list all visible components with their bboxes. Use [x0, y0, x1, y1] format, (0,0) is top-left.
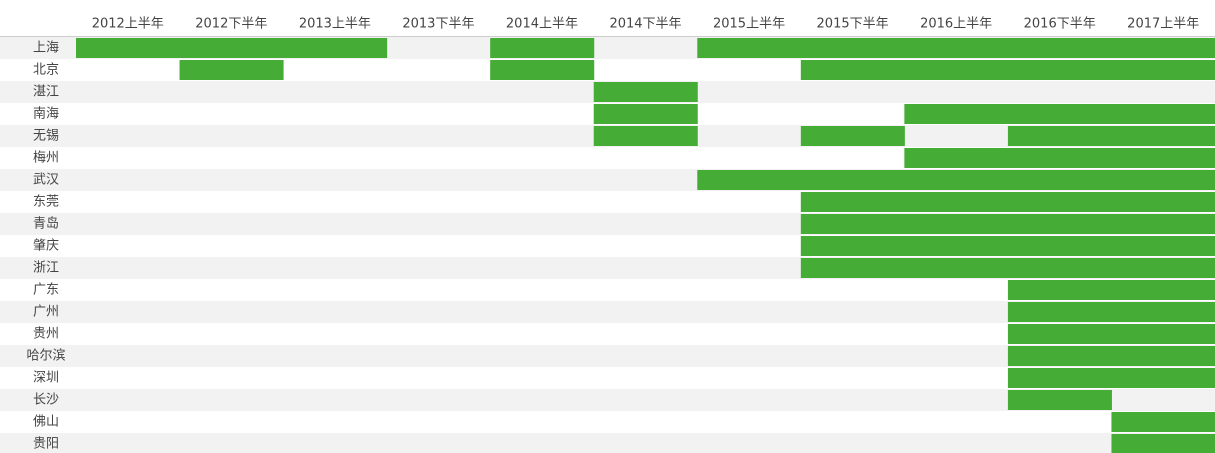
- active-cell: [904, 148, 1009, 168]
- active-cell: [697, 38, 802, 58]
- active-cell: [593, 104, 698, 124]
- row-label: 东莞: [33, 195, 59, 210]
- row-label: 湛江: [33, 85, 59, 100]
- active-cell: [1111, 148, 1215, 168]
- row-label: 广州: [33, 305, 59, 320]
- active-cell: [904, 170, 1009, 190]
- active-cell: [76, 38, 181, 58]
- active-cell: [800, 170, 905, 190]
- active-cell: [904, 192, 1009, 212]
- row-label: 梅州: [33, 151, 59, 166]
- active-cell: [1111, 368, 1215, 388]
- active-cell: [1007, 346, 1112, 366]
- active-cell: [1007, 104, 1112, 124]
- active-cell: [1111, 126, 1215, 146]
- active-cell: [1111, 280, 1215, 300]
- active-cell: [904, 60, 1009, 80]
- active-cell: [1007, 214, 1112, 234]
- active-cell: [1111, 302, 1215, 322]
- row-stripe: [0, 389, 1215, 411]
- active-cell: [697, 170, 802, 190]
- active-cell: [1007, 170, 1112, 190]
- column-header: 2012下半年: [195, 17, 267, 32]
- row-stripe: [0, 345, 1215, 367]
- row-label: 深圳: [33, 371, 59, 386]
- active-cell: [1111, 434, 1215, 453]
- active-cell: [1111, 258, 1215, 278]
- active-cell: [179, 38, 284, 58]
- active-cell: [1007, 192, 1112, 212]
- active-cell: [593, 82, 698, 102]
- column-header: 2013上半年: [299, 17, 371, 32]
- column-header: 2012上半年: [92, 17, 164, 32]
- active-cell: [1111, 192, 1215, 212]
- row-label: 贵阳: [33, 437, 59, 452]
- row-label: 贵州: [33, 327, 59, 342]
- active-cell: [1111, 170, 1215, 190]
- row-label: 南海: [33, 106, 59, 122]
- active-cell: [904, 38, 1009, 58]
- active-cell: [1007, 302, 1112, 322]
- active-cell: [800, 60, 905, 80]
- active-cell: [490, 38, 595, 58]
- active-cell: [1007, 368, 1112, 388]
- active-cell: [800, 192, 905, 212]
- active-cell: [1007, 60, 1112, 80]
- row-label: 上海: [33, 41, 59, 56]
- active-cell: [179, 60, 284, 80]
- active-cell: [800, 126, 905, 146]
- active-cell: [283, 38, 388, 58]
- active-cell: [904, 214, 1009, 234]
- active-cell: [593, 126, 698, 146]
- column-header: 2013下半年: [402, 17, 474, 32]
- row-label: 浙江: [33, 261, 59, 276]
- active-cell: [1111, 214, 1215, 234]
- column-header: 2016下半年: [1024, 17, 1096, 32]
- active-cell: [800, 214, 905, 234]
- row-label: 广东: [33, 283, 59, 298]
- active-cell: [1007, 236, 1112, 256]
- active-cell: [1007, 148, 1112, 168]
- column-header: 2015下半年: [817, 17, 889, 32]
- active-cell: [904, 236, 1009, 256]
- row-label: 佛山: [33, 415, 59, 430]
- active-cell: [1007, 280, 1112, 300]
- active-cell: [1111, 60, 1215, 80]
- column-header: 2016上半年: [920, 17, 992, 32]
- row-label: 青岛: [33, 216, 59, 232]
- active-cell: [1111, 38, 1215, 58]
- active-cell: [1111, 104, 1215, 124]
- active-cell: [1007, 324, 1112, 344]
- row-label: 北京: [33, 63, 59, 78]
- active-cell: [800, 38, 905, 58]
- row-label: 哈尔滨: [26, 348, 65, 364]
- active-cell: [490, 60, 595, 80]
- active-cell: [800, 258, 905, 278]
- row-label: 无锡: [33, 129, 59, 144]
- active-cell: [904, 258, 1009, 278]
- active-cell: [1111, 236, 1215, 256]
- active-cell: [1007, 258, 1112, 278]
- row-label: 武汉: [33, 173, 59, 188]
- active-cell: [1007, 38, 1112, 58]
- active-cell: [1111, 324, 1215, 344]
- active-cell: [1111, 346, 1215, 366]
- active-cell: [800, 236, 905, 256]
- active-cell: [904, 104, 1009, 124]
- row-stripe: [0, 433, 1215, 453]
- row-stripe: [0, 301, 1215, 323]
- active-cell: [1111, 412, 1215, 432]
- column-header: 2017上半年: [1127, 17, 1199, 32]
- column-header: 2015上半年: [713, 17, 785, 32]
- column-header: 2014上半年: [506, 17, 578, 32]
- active-cell: [1007, 390, 1112, 410]
- row-label: 长沙: [33, 393, 59, 408]
- row-label: 肇庆: [33, 239, 59, 254]
- active-cell: [1007, 126, 1112, 146]
- column-header: 2014下半年: [609, 17, 681, 32]
